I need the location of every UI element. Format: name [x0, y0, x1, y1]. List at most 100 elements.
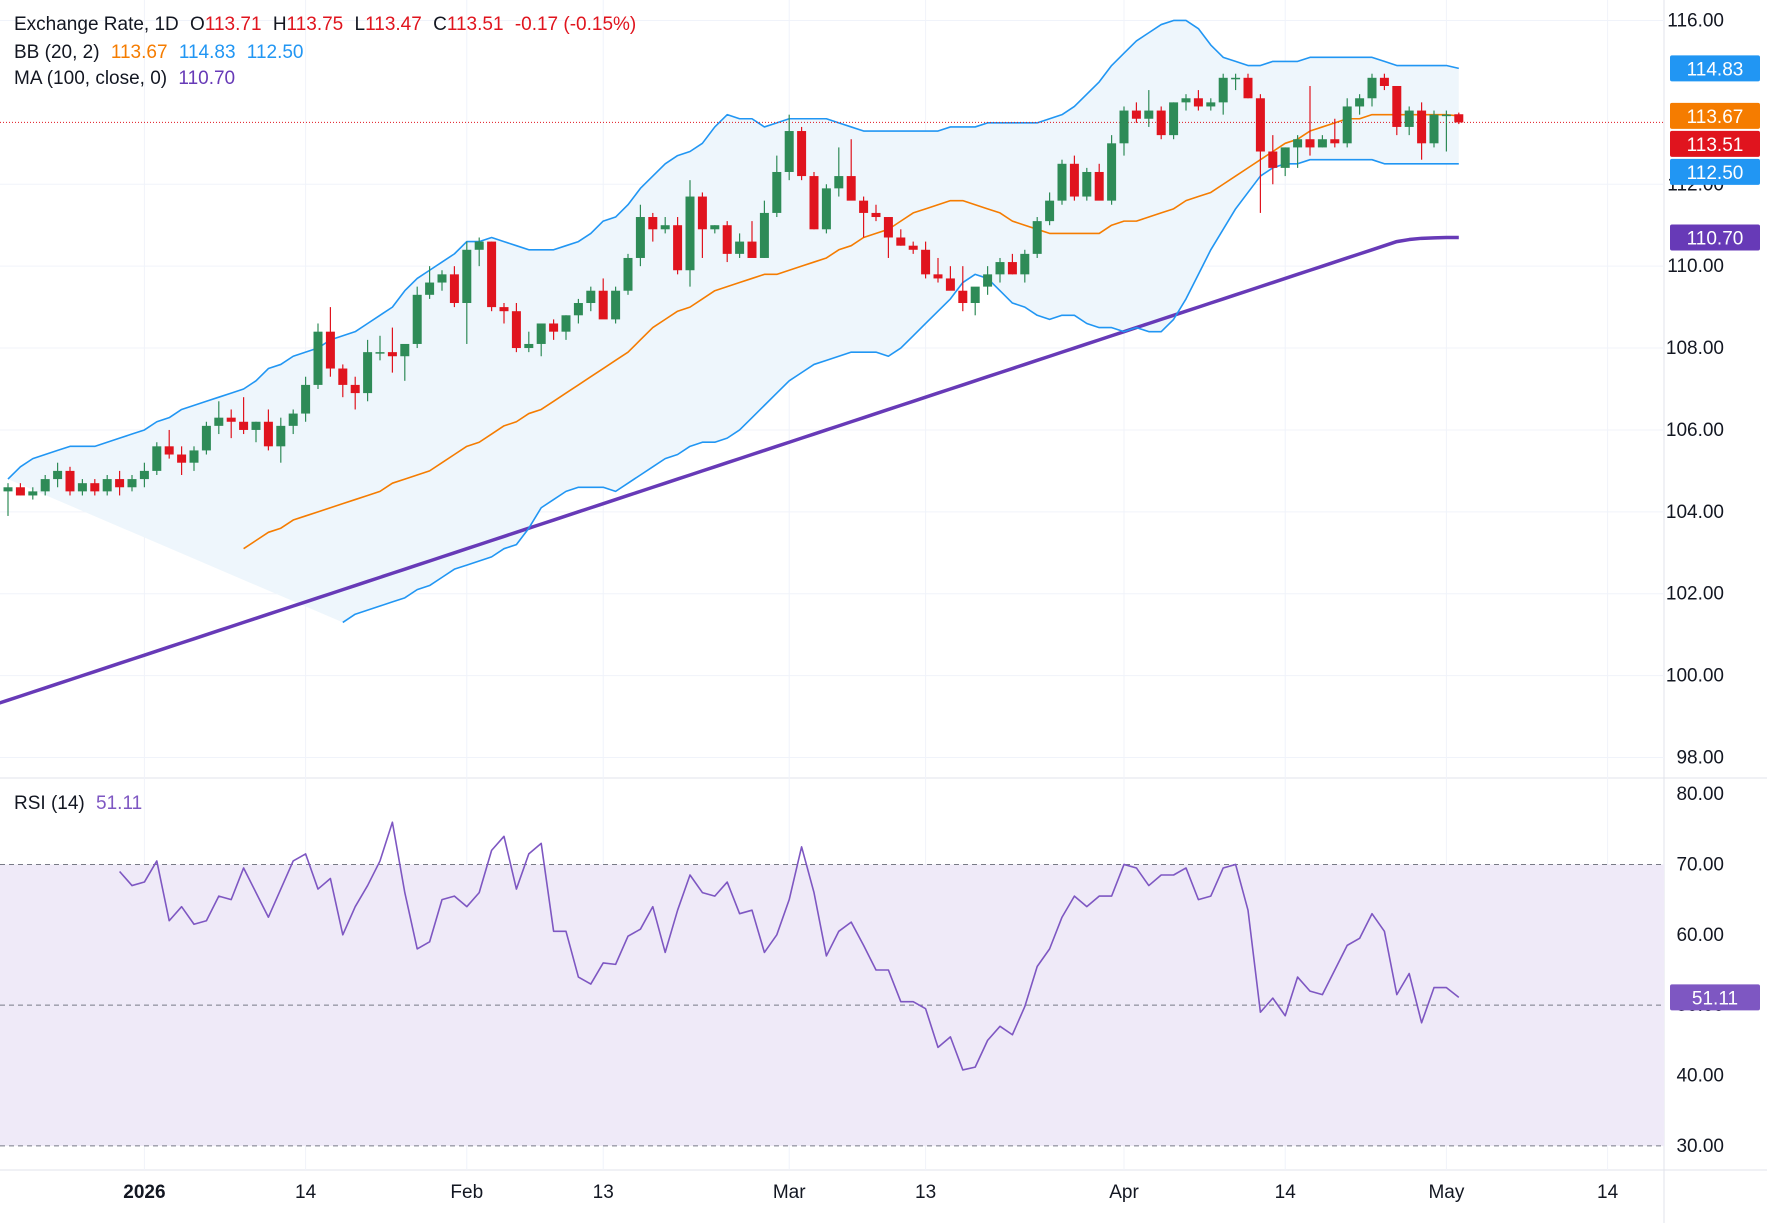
candle-body: [1355, 98, 1365, 107]
price-value-tag: 113.67: [1687, 107, 1744, 128]
candle-body: [945, 278, 955, 291]
price-tick-label: 104.00: [1666, 502, 1724, 523]
bb-mid-value: 113.67: [110, 42, 168, 63]
time-tick-label: 13: [593, 1182, 614, 1203]
ma-value: 110.70: [178, 68, 236, 89]
candle-body: [350, 384, 360, 394]
candle-body: [710, 225, 720, 230]
price-value-tag: 113.51: [1687, 135, 1744, 156]
rsi-label: RSI (14): [14, 793, 85, 814]
time-tick-label: 14: [1597, 1182, 1619, 1203]
candle-body: [1417, 110, 1427, 144]
candle-body: [400, 343, 410, 357]
price-value-tag: 114.83: [1687, 59, 1744, 80]
candle-body: [387, 352, 397, 357]
candle-body: [40, 479, 50, 492]
candle-body: [871, 212, 881, 218]
candle-body: [226, 417, 236, 422]
candle-body: [1007, 262, 1017, 275]
close-label: C: [433, 14, 447, 35]
bb-lower-value: 112.50: [246, 42, 304, 63]
candle-body: [115, 479, 125, 488]
candle-body: [908, 245, 918, 250]
candle-body: [214, 417, 224, 426]
candle-body: [1342, 106, 1352, 144]
low-value: 113.47: [365, 14, 422, 35]
price-tick-label: 116.00: [1667, 10, 1724, 31]
candle-body: [90, 483, 100, 492]
bollinger-fill: [8, 20, 1459, 623]
ma100-line: [0, 235, 1459, 705]
price-value-tag: 112.50: [1687, 163, 1744, 184]
time-tick-label: Mar: [773, 1182, 806, 1203]
bb-basis-line: [243, 113, 1459, 550]
candle-body: [1218, 77, 1228, 103]
price-tick-label: 98.00: [1676, 748, 1724, 769]
rsi-value-tag-bg: [1670, 984, 1760, 1011]
candle-body: [1330, 139, 1340, 144]
ma-label: MA (100, close, 0): [14, 68, 168, 89]
bb-upper-value: 114.83: [178, 42, 236, 63]
price-tick-label: 102.00: [1666, 584, 1724, 605]
candle-body: [1317, 139, 1327, 148]
candle-body: [77, 483, 87, 492]
time-tick-label: May: [1428, 1182, 1464, 1203]
candle-body: [3, 487, 13, 492]
candle-body: [797, 131, 807, 177]
time-tick-label: 2026: [123, 1182, 165, 1203]
rsi-tick-label: 80.00: [1676, 784, 1724, 805]
candle-body: [1069, 163, 1079, 197]
candle-body: [933, 274, 943, 279]
candle-body: [1082, 171, 1092, 197]
candle-body: [139, 470, 149, 480]
candle-body: [288, 413, 298, 426]
time-tick-label: Feb: [450, 1182, 483, 1203]
candle-body: [921, 249, 931, 275]
price-value-tag: 110.70: [1687, 228, 1744, 249]
candle-body: [177, 454, 187, 463]
candle-body: [1045, 200, 1055, 222]
candle-body: [474, 241, 484, 250]
candle-body: [759, 212, 769, 258]
candle-body: [549, 323, 559, 332]
price-value-tag-bg: [1670, 158, 1760, 185]
candle-body: [53, 470, 63, 480]
rsi-value: 51.11: [96, 793, 143, 814]
candle-body: [1392, 85, 1402, 127]
rsi-tick-label: 70.00: [1676, 854, 1724, 875]
open-label: O: [190, 14, 205, 35]
candle-body: [152, 446, 162, 471]
candle-body: [263, 421, 273, 447]
candle-body: [561, 315, 571, 332]
price-axis: 116.00112.00110.00108.00106.00104.00102.…: [1666, 10, 1724, 1156]
bb-label: BB (20, 2): [14, 42, 100, 63]
candle-body: [1032, 221, 1042, 254]
candle-body: [536, 323, 546, 344]
candle-body: [1057, 163, 1067, 201]
candle-body: [896, 237, 906, 246]
candle-body: [1131, 110, 1141, 119]
change-value: -0.17 (-0.15%): [514, 14, 637, 35]
price-tick-label: 108.00: [1666, 338, 1724, 359]
candle-body: [772, 171, 782, 213]
candle-body: [1441, 114, 1451, 117]
candle-body: [1293, 139, 1303, 148]
candle-body: [809, 176, 819, 230]
candle-body: [301, 384, 311, 414]
rsi-tick-label: 30.00: [1676, 1136, 1724, 1157]
candle-body: [239, 421, 249, 430]
candle-body: [1243, 77, 1253, 99]
candle-body: [1094, 171, 1104, 201]
time-tick-label: Apr: [1109, 1182, 1139, 1203]
price-value-tag-bg: [1670, 224, 1760, 251]
ma-legend: MA (100, close, 0) 110.70: [14, 68, 241, 90]
rsi-value-tag: 51.11: [1692, 988, 1738, 1009]
chart-title: Exchange Rate, 1D: [14, 14, 179, 35]
close-value: 113.51: [446, 14, 504, 35]
candle-body: [1107, 143, 1117, 201]
candle-body: [1367, 77, 1377, 99]
candle-body: [499, 307, 509, 312]
candle-body: [573, 303, 583, 316]
low-label: L: [354, 14, 366, 35]
candle-body: [412, 294, 422, 344]
